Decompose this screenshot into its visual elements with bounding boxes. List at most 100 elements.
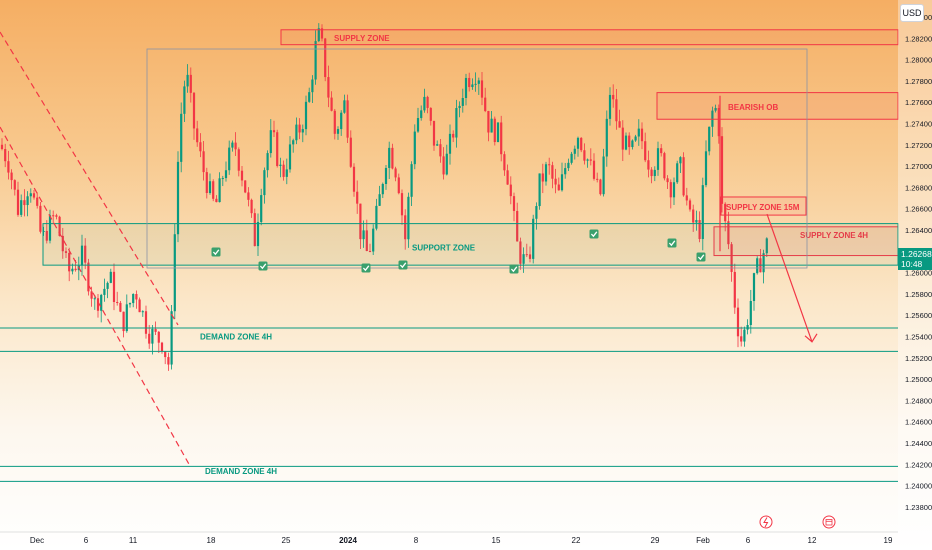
checkmark-icon <box>211 247 221 257</box>
candle-body <box>711 110 714 127</box>
candle-body <box>381 183 384 195</box>
candle-body <box>727 221 730 245</box>
price-axis-bg <box>898 0 932 550</box>
candle-body <box>717 108 720 137</box>
candle-body <box>90 291 93 299</box>
candle-body <box>756 258 759 274</box>
candle-body <box>23 200 26 206</box>
candle-body <box>480 80 484 98</box>
candle-body <box>490 118 493 133</box>
candle-body <box>743 329 746 342</box>
price-axis[interactable]: 1.284001.282001.280001.278001.276001.274… <box>898 0 932 550</box>
candle-body <box>208 181 212 194</box>
candle-body <box>496 122 500 143</box>
candle-body <box>551 165 554 179</box>
candle-body <box>708 126 711 152</box>
candle-body <box>330 97 333 111</box>
candle-body <box>538 173 541 207</box>
candle-body <box>196 128 199 143</box>
candle-body <box>212 181 215 199</box>
candle-body <box>340 112 343 130</box>
candle-body <box>605 118 608 157</box>
candle-body <box>688 200 692 210</box>
support-zone-box <box>42 223 899 266</box>
candle-body <box>634 136 637 141</box>
candle-body <box>580 137 583 151</box>
candle-body <box>471 84 474 88</box>
candle-body <box>266 153 269 171</box>
candle-body <box>116 301 119 303</box>
candle-body <box>304 101 308 130</box>
candle-body <box>506 170 509 185</box>
candle-body <box>426 96 429 108</box>
candle-body <box>669 182 672 198</box>
candle-body <box>548 164 551 166</box>
candle-body <box>272 130 276 133</box>
price-tick-label: 1.27000 <box>905 162 932 171</box>
candle-body <box>535 206 538 219</box>
time-tick-label: 11 <box>129 536 138 545</box>
candle-body <box>589 159 592 161</box>
candle-body <box>138 299 141 313</box>
currency-label[interactable]: USD <box>900 4 924 22</box>
candle-body <box>4 149 7 162</box>
candle-body <box>157 331 160 343</box>
candle-body <box>164 351 167 358</box>
candle-body <box>16 189 20 215</box>
supply-zone-label: SUPPLY ZONE <box>334 34 390 43</box>
checkmark-icon <box>667 238 677 248</box>
time-tick-label: 6 <box>84 536 89 545</box>
supply-zone-4h-label: SUPPLY ZONE 4H <box>800 231 868 240</box>
candle-body <box>736 307 740 337</box>
candle-body <box>458 105 461 109</box>
checkmark-icon <box>361 263 371 273</box>
candle-body <box>397 177 400 194</box>
candle-body <box>442 156 445 175</box>
candle-body <box>404 215 407 240</box>
candle-body <box>311 79 314 93</box>
price-tick-label: 1.26600 <box>905 205 932 214</box>
candle-body <box>202 151 205 173</box>
candle-body <box>698 219 701 239</box>
price-tick-label: 1.25800 <box>905 290 932 299</box>
candle-body <box>151 328 154 344</box>
candle-body <box>295 124 298 141</box>
candle-body <box>93 298 96 300</box>
candle-body <box>180 113 183 162</box>
candle-body <box>477 80 480 84</box>
candle-body <box>55 215 58 217</box>
channel-line-lower <box>0 126 191 467</box>
time-tick-label: Feb <box>696 536 710 545</box>
time-axis[interactable]: Dec 6 11 18 25 2024 8 15 22 29 Feb 6 12 19 <box>0 531 898 545</box>
candle-body <box>714 108 717 111</box>
candle-body <box>416 118 420 132</box>
time-tick-label: 8 <box>414 536 419 545</box>
calendar-icon <box>822 515 836 529</box>
candle-body <box>666 178 669 183</box>
supply-zone-box <box>280 29 899 46</box>
price-tick-label: 1.26400 <box>905 226 932 235</box>
candle-body <box>205 172 208 194</box>
candle-body <box>256 221 260 247</box>
candle-body <box>58 216 61 236</box>
price-tick-label: 1.24800 <box>905 396 932 405</box>
candle-body <box>720 136 724 204</box>
candle-body <box>413 131 416 165</box>
candle-body <box>314 41 317 80</box>
candle-body <box>29 193 32 197</box>
candle-body <box>327 77 330 98</box>
time-tick-label: 29 <box>651 536 660 545</box>
candle-body <box>487 111 490 133</box>
price-tick-label: 1.27800 <box>905 77 932 86</box>
candle-body <box>624 135 628 150</box>
candle-body <box>176 161 180 235</box>
candle-body <box>186 74 189 87</box>
candle-body <box>663 153 666 179</box>
candle-body <box>423 96 426 111</box>
candle-body <box>528 254 532 259</box>
candle-body <box>583 150 586 161</box>
candle-body <box>45 230 48 241</box>
candle-body <box>32 193 36 198</box>
